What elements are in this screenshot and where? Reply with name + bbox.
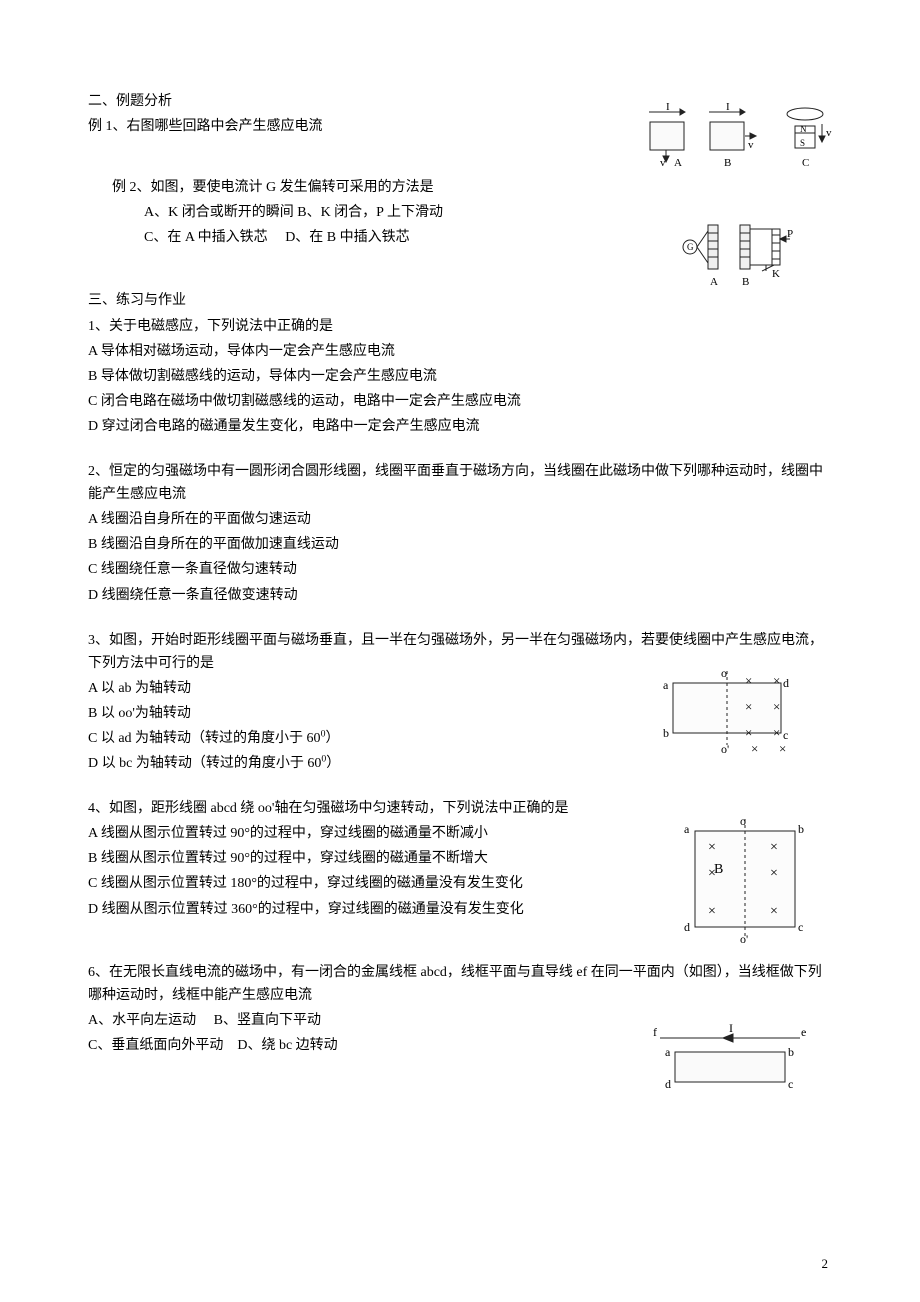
example-2-option-D: D、在 B 中插入铁芯 <box>285 230 409 245</box>
q3-C-pre: C 以 ad 为轴转动（转过的角度小于 60 <box>88 731 321 746</box>
svg-text:B: B <box>724 157 731 169</box>
q2-stem: 2、恒定的匀强磁场中有一圆形闭合圆形线圈，线圈平面垂直于磁场方向，当线圈在此磁场… <box>88 460 832 506</box>
svg-text:v: v <box>748 139 754 151</box>
svg-text:a: a <box>684 822 690 836</box>
q2-option-C: C 线圈绕任意一条直径做匀速转动 <box>88 558 832 581</box>
question-1: 1、关于电磁感应，下列说法中正确的是 A 导体相对磁场运动，导体内一定会产生感应… <box>88 315 832 438</box>
svg-text:e: e <box>801 1025 806 1039</box>
svg-text:×: × <box>751 741 758 755</box>
example-2-stem: 例 2、如图，要使电流计 G 发生偏转可采用的方法是 <box>88 176 832 199</box>
svg-text:C: C <box>802 157 809 169</box>
svg-text:×: × <box>779 741 786 755</box>
svg-text:o: o <box>721 666 727 680</box>
q3-option-D: D 以 bc 为轴转动（转过的角度小于 600） <box>88 752 832 775</box>
svg-text:d: d <box>684 920 690 934</box>
svg-text:×: × <box>745 699 752 714</box>
svg-text:c: c <box>788 1077 793 1091</box>
q2-option-B: B 线圈沿自身所在的平面做加速直线运动 <box>88 533 832 556</box>
svg-text:d: d <box>665 1077 671 1091</box>
svg-text:×: × <box>708 904 716 919</box>
svg-text:×: × <box>773 725 780 740</box>
q1-option-C: C 闭合电路在磁场中做切割磁感线的运动，电路中一定会产生感应电流 <box>88 390 832 413</box>
example-2-option-B: B、K 闭合，P 上下滑动 <box>297 205 443 220</box>
svg-text:P: P <box>787 228 793 240</box>
svg-text:v: v <box>826 127 832 139</box>
svg-text:B: B <box>714 862 723 877</box>
svg-text:c: c <box>798 920 803 934</box>
svg-text:×: × <box>770 866 778 881</box>
svg-text:×: × <box>770 840 778 855</box>
q1-stem: 1、关于电磁感应，下列说法中正确的是 <box>88 315 832 338</box>
svg-text:o': o' <box>740 932 748 945</box>
q2-option-D: D 线圈绕任意一条直径做变速转动 <box>88 584 832 607</box>
svg-text:o': o' <box>721 742 729 755</box>
svg-text:A: A <box>710 276 718 288</box>
svg-text:×: × <box>745 673 752 688</box>
q3-D-post: ） <box>326 756 340 771</box>
q3-D-pre: D 以 bc 为轴转动（转过的角度小于 60 <box>88 756 321 771</box>
q3-C-post: ） <box>325 731 339 746</box>
svg-text:×: × <box>770 904 778 919</box>
q6-option-C: C、垂直纸面向外平动 <box>88 1038 223 1053</box>
svg-text:×: × <box>773 673 780 688</box>
svg-text:I: I <box>666 101 670 113</box>
svg-text:b: b <box>788 1045 794 1059</box>
example-2-option-C: C、在 A 中插入铁芯 <box>144 230 268 245</box>
q6-option-D: D、绕 bc 边转动 <box>237 1038 337 1053</box>
q6-option-B: B、竖直向下平动 <box>214 1013 321 1028</box>
svg-text:×: × <box>745 725 752 740</box>
svg-text:B: B <box>742 276 749 288</box>
svg-text:o: o <box>740 815 746 828</box>
svg-text:d: d <box>783 676 789 690</box>
q1-option-A: A 导体相对磁场运动，导体内一定会产生感应电流 <box>88 340 832 363</box>
q1-option-D: D 穿过闭合电路的磁通量发生变化，电路中一定会产生感应电流 <box>88 415 832 438</box>
svg-text:f: f <box>653 1025 657 1039</box>
svg-text:a: a <box>663 678 669 692</box>
figure-q3: o o' a d b c ×× ×× ×× ×× <box>655 665 805 755</box>
svg-text:N: N <box>800 124 807 134</box>
q2-option-A: A 线圈沿自身所在的平面做匀速运动 <box>88 508 832 531</box>
svg-text:×: × <box>773 699 780 714</box>
svg-text:×: × <box>708 840 716 855</box>
example-2-option-A: A、K 闭合或断开的瞬间 <box>144 205 294 220</box>
svg-text:I: I <box>729 1021 733 1035</box>
q6-stem: 6、在无限长直线电流的磁场中，有一闭合的金属线框 abcd，线框平面与直导线 e… <box>88 961 832 1007</box>
page-number: 2 <box>822 1253 829 1274</box>
svg-text:a: a <box>665 1045 671 1059</box>
q6-option-A: A、水平向左运动 <box>88 1013 196 1028</box>
svg-text:v: v <box>660 157 666 169</box>
svg-text:G: G <box>687 242 694 252</box>
figure-ex2: G P K A B <box>680 215 830 295</box>
svg-text:S: S <box>800 138 805 148</box>
svg-text:I: I <box>726 101 730 113</box>
figure-ex1: I v A I v B N S v C <box>640 100 840 170</box>
figure-q4: o o' a b d c ×× ×× ×× B <box>670 815 820 945</box>
q1-option-B: B 导体做切割磁感线的运动，导体内一定会产生感应电流 <box>88 365 832 388</box>
svg-text:c: c <box>783 728 788 742</box>
svg-text:A: A <box>674 157 682 169</box>
question-2: 2、恒定的匀强磁场中有一圆形闭合圆形线圈，线圈平面垂直于磁场方向，当线圈在此磁场… <box>88 460 832 607</box>
svg-text:K: K <box>772 268 780 280</box>
svg-text:b: b <box>798 822 804 836</box>
figure-q6: I f e a b d c <box>645 1020 815 1100</box>
svg-text:b: b <box>663 726 669 740</box>
